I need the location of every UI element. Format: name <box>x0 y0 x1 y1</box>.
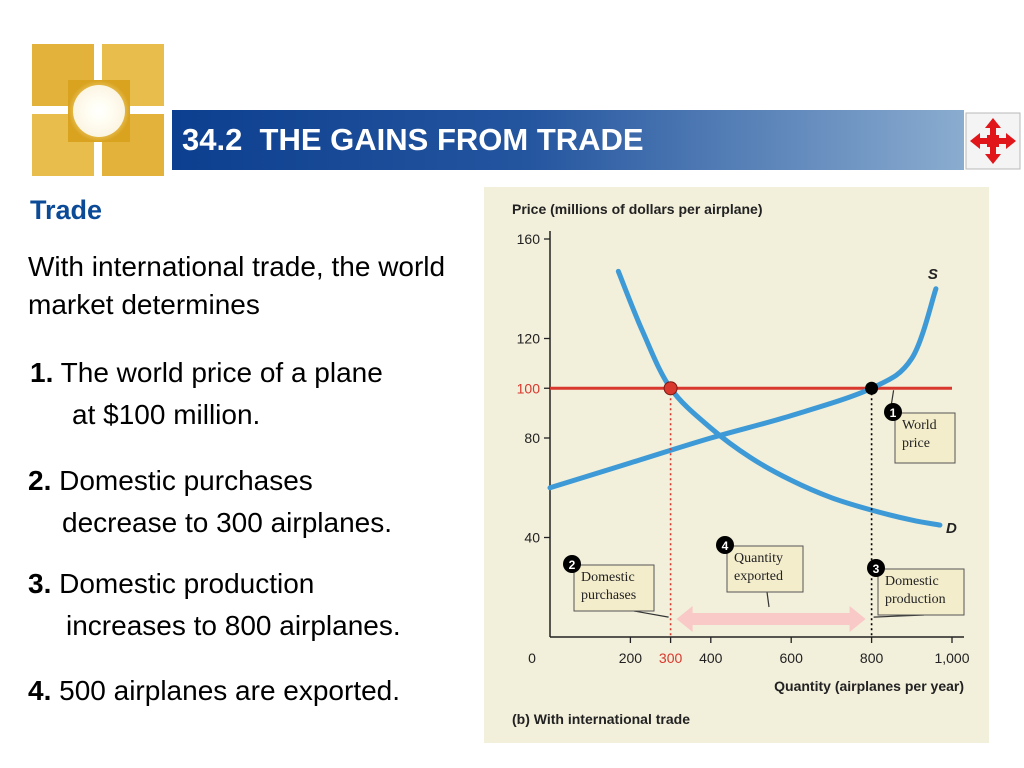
title-bar: 34.2 THE GAINS FROM TRADE <box>172 110 964 170</box>
point-2-line2: decrease to 300 airplanes. <box>62 507 392 538</box>
domestic-production-note-text: production <box>885 592 946 607</box>
point-1-line1: The world price of a plane <box>60 357 383 388</box>
golden-squares-logo-icon <box>32 44 164 176</box>
quantity-exported-note-leader <box>766 591 770 608</box>
domestic-purchases-note-leader <box>633 610 669 618</box>
x-tick-label: 800 <box>860 650 884 666</box>
y-tick-label: 80 <box>524 430 540 446</box>
domestic-production-note-box <box>877 568 965 616</box>
trade-chart: Price (millions of dollars per airplane)… <box>512 201 970 727</box>
y-tick-label: 100 <box>517 380 541 396</box>
world-price-note-text: World <box>902 418 937 433</box>
slide-title: 34.2 THE GAINS FROM TRADE <box>182 122 644 157</box>
point-3-line1: Domestic production <box>59 568 315 599</box>
purchases-point <box>663 381 678 396</box>
point-3-number: 3. <box>28 568 52 599</box>
y-tick-label: 160 <box>517 231 541 247</box>
point-2-number: 2. <box>28 465 52 496</box>
supply-curve-label: S <box>928 266 938 283</box>
chart-caption: (b) With international trade <box>512 711 690 727</box>
domestic-purchases-note-number: 2 <box>569 558 576 572</box>
quantity-exported-note-box <box>726 545 804 593</box>
supply-curve <box>547 286 939 491</box>
y-axis-label: Price (millions of dollars per airplane) <box>512 201 763 217</box>
domestic-purchases-note-number-badge <box>563 555 581 573</box>
point-1: 1. The world price of a plane at $100 mi… <box>30 352 383 436</box>
production-point <box>865 381 879 395</box>
world-price-note-number-badge <box>884 403 902 421</box>
point-2-line1: Domestic purchases <box>59 465 313 496</box>
world-price-note-number: 1 <box>890 406 897 420</box>
domestic-purchases-note-box <box>573 564 655 612</box>
quantity-exported-note-text: Quantity <box>734 551 783 566</box>
x-tick-label: 300 <box>659 650 683 666</box>
point-1-number: 1. <box>30 357 54 388</box>
demand-curve-label: D <box>946 520 957 537</box>
x-axis-label: Quantity (airplanes per year) <box>774 678 964 694</box>
point-4-line1: 500 airplanes are exported. <box>59 675 401 706</box>
point-3: 3. Domestic production increases to 800 … <box>28 563 401 647</box>
x-tick-label: 400 <box>699 650 723 666</box>
x-tick-label: 600 <box>780 650 804 666</box>
point-4-number: 4. <box>28 675 52 706</box>
domestic-purchases-note-text: Domestic <box>581 570 635 585</box>
demand-curve <box>615 268 943 528</box>
intro-text: With international trade, the world mark… <box>28 251 446 320</box>
x-tick-label: 1,000 <box>934 650 969 666</box>
quantity-exported-note-number: 4 <box>722 539 729 553</box>
y-tick-label: 120 <box>517 331 541 347</box>
y-tick-label: 40 <box>524 530 540 546</box>
domestic-purchases-note-text: purchases <box>581 588 636 603</box>
domestic-production-note-text: Domestic <box>885 574 939 589</box>
point-1-line2: at $100 million. <box>72 399 261 430</box>
world-price-note-text: price <box>902 436 930 451</box>
domestic-production-note-number-badge <box>867 559 885 577</box>
red-four-way-arrow-icon[interactable] <box>965 112 1021 170</box>
point-4: 4. 500 airplanes are exported. <box>28 670 400 712</box>
point-2: 2. Domestic purchases decrease to 300 ai… <box>28 460 392 544</box>
world-price-note-box <box>894 412 956 464</box>
section-heading: Trade <box>30 195 103 225</box>
x-tick-label: 200 <box>619 650 643 666</box>
export-arrow <box>676 606 866 632</box>
chart-panel: Price (millions of dollars per airplane)… <box>484 187 989 743</box>
quantity-exported-note-number-badge <box>716 536 734 554</box>
x-tick-label: 0 <box>528 650 536 666</box>
domestic-production-note-number: 3 <box>873 562 880 576</box>
quantity-exported-note-text: exported <box>734 569 783 584</box>
point-3-line2: increases to 800 airplanes. <box>66 610 401 641</box>
